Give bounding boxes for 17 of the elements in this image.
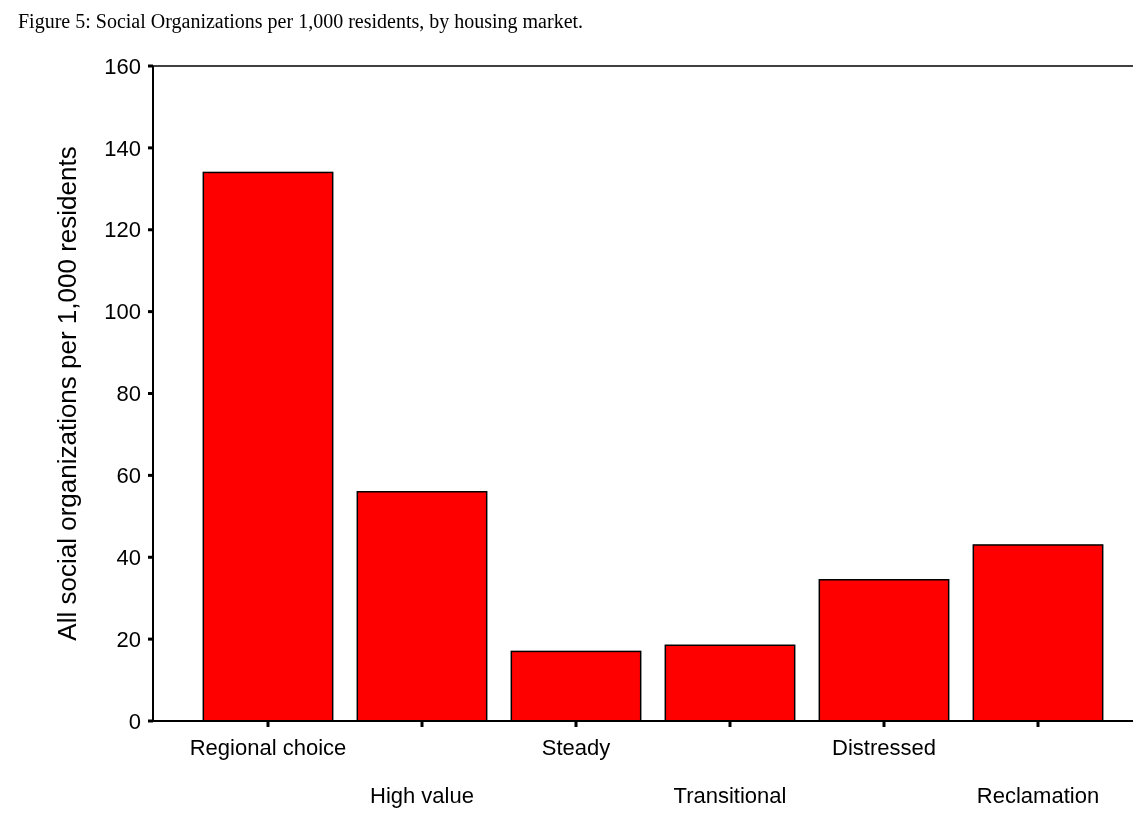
x-tick-label: Transitional bbox=[673, 783, 787, 808]
y-tick-label: 100 bbox=[104, 299, 141, 325]
y-tick-label: 20 bbox=[116, 626, 141, 652]
y-tick-label: 0 bbox=[128, 708, 141, 734]
chart-title: Figure 5: Social Organizations per 1,000 residents, by housing market. bbox=[18, 10, 584, 33]
y-tick-label: 120 bbox=[104, 217, 141, 243]
y-tick-label: 140 bbox=[104, 135, 141, 161]
y-tick-label: 60 bbox=[116, 463, 141, 489]
x-tick-label: Reclamation bbox=[976, 783, 1100, 808]
x-tick-label: Distressed bbox=[832, 735, 936, 760]
x-tick-label: Regional choice bbox=[189, 735, 347, 760]
x-tick-label: High value bbox=[370, 783, 474, 808]
x-tick-label: Steady bbox=[541, 735, 611, 760]
y-tick-label: 40 bbox=[116, 544, 141, 570]
y-tick-label: 160 bbox=[104, 53, 141, 79]
y-axis-title: All social organizations per 1,000 residents bbox=[52, 146, 82, 641]
y-tick-label: 80 bbox=[116, 381, 141, 407]
